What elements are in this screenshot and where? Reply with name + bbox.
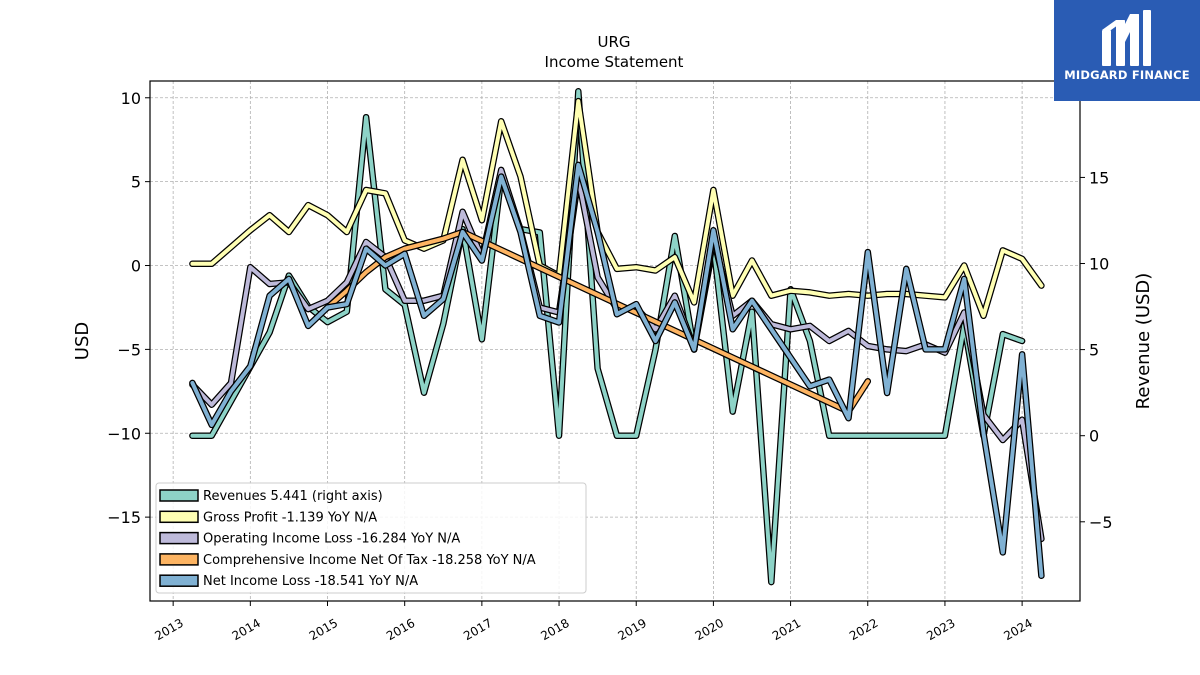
legend-label-2: Operating Income Loss -16.284 YoY N/A [203,532,460,547]
chart-subtitle: Income Statement [545,53,684,71]
legend: Revenues 5.441 (right axis) Gross Profit … [155,482,587,594]
legend-label-3: Comprehensive Income Net Of Tax -18.258 … [203,553,536,568]
legend-label-4: Net Income Loss -18.541 YoY N/A [203,574,418,589]
legend-swatch-1 [159,510,199,524]
y-axis-label-left: USD [72,322,93,360]
plot-frame [149,80,1081,602]
y-tick-label-right--5: −5 [1089,513,1113,532]
series-line-4 [190,162,1044,578]
logo-wordmark: MIDGARD FINANCE [1064,68,1190,82]
series-lines [189,88,1045,586]
y-tick-label-left-0: 0 [131,257,141,276]
legend-swatch-4 [159,574,199,587]
y-tick-label-right-10: 10 [1089,255,1109,274]
midgard-m-logo-icon [1102,10,1151,66]
midgard-finance-logo: MIDGARD FINANCE [1054,0,1200,101]
y-tick-label-left--5: −5 [117,340,141,359]
y-tick-label-left--10: −10 [107,424,141,443]
legend-label-0: Revenues 5.441 (right axis) [203,489,383,504]
legend-box [155,482,587,594]
y-tick-label-right-0: 0 [1089,427,1099,446]
y-axis-label-right: Revenue (USD) [1133,273,1154,410]
y-tick-label-left-5: 5 [131,173,141,192]
legend-label-1: Gross Profit -1.139 YoY N/A [203,510,377,525]
legend-swatch-0 [159,489,199,502]
legend-swatch-3 [159,553,199,566]
y-tick-label-right-15: 15 [1089,168,1109,187]
y-tick-label-right-5: 5 [1089,341,1099,360]
y-tick-label-left--15: −15 [107,508,141,527]
series-line-0 [190,89,1025,585]
legend-swatch-2 [159,531,199,545]
y-tick-label-left-10: 10 [121,89,141,108]
chart-title: URG [597,33,630,51]
